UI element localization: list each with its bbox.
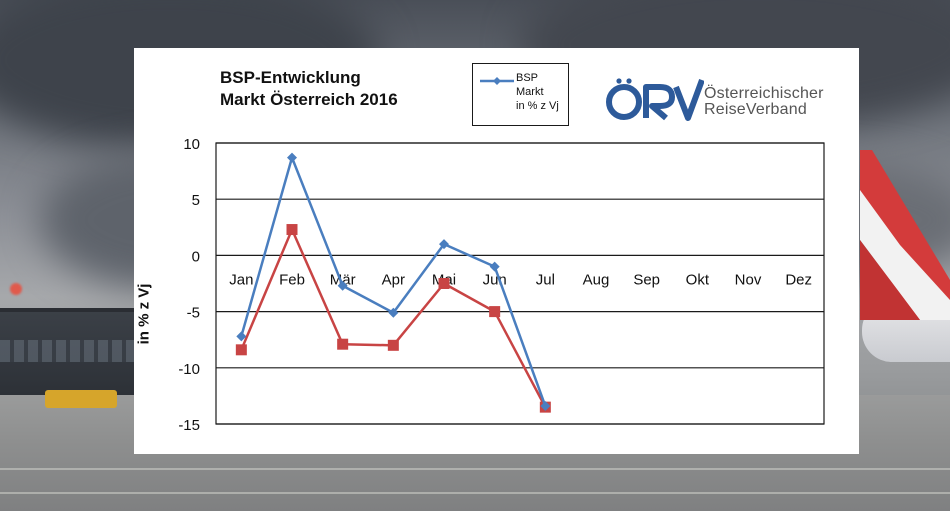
x-tick-label: Apr xyxy=(382,271,405,288)
legend-swatch-line xyxy=(480,77,514,85)
legend: BSP Markt in % z Vj xyxy=(472,63,569,126)
legend-line-3: in % z Vj xyxy=(516,100,559,112)
y-tick-label: 10 xyxy=(183,136,200,153)
data-point-diamond xyxy=(540,401,551,412)
y-tick-label: 0 xyxy=(192,248,200,265)
logo-line-2: ReiseVerband xyxy=(704,101,807,118)
x-tick-label: Okt xyxy=(686,271,710,288)
x-tick-label: Jan xyxy=(229,271,253,288)
data-point-square xyxy=(489,306,501,318)
y-tick-label: -15 xyxy=(178,417,200,434)
legend-label: BSP Markt in % z Vj xyxy=(516,71,559,113)
x-tick-label: Aug xyxy=(583,271,610,288)
chart-panel: BSP-Entwicklung Markt Österreich 2016 BS… xyxy=(134,48,859,454)
chart-subtitle: Markt Österreich 2016 xyxy=(220,90,398,109)
x-tick-label: Feb xyxy=(279,271,305,288)
y-tick-label: -10 xyxy=(178,361,200,378)
data-point-square xyxy=(286,224,298,236)
x-tick-label: Mär xyxy=(330,271,356,288)
x-tick-label: Jun xyxy=(483,271,507,288)
data-point-square xyxy=(438,278,450,289)
chart-title: BSP-Entwicklung Markt Österreich 2016 xyxy=(220,67,398,111)
legend-line-2: Markt xyxy=(516,86,544,98)
airplane-tail xyxy=(860,150,950,320)
series-line xyxy=(240,228,547,408)
oerv-logo-icon xyxy=(606,78,704,121)
y-tick-label: -5 xyxy=(187,305,200,322)
chart-title-line1: BSP-Entwicklung xyxy=(220,68,361,87)
data-point-diamond xyxy=(337,280,348,291)
data-point-diamond xyxy=(236,331,247,342)
x-tick-label: Dez xyxy=(785,271,812,288)
data-point-square xyxy=(337,338,349,350)
data-point-diamond xyxy=(489,261,500,272)
legend-line-1: BSP xyxy=(516,72,539,84)
logo-line-1: Österreichischer xyxy=(704,85,824,102)
x-tick-label: Jul xyxy=(536,271,555,288)
line-chart: 1050-5-10-15JanFebMärAprMaiJunJulAugSepO… xyxy=(178,136,825,434)
data-point-square xyxy=(387,339,399,351)
plot-frame xyxy=(215,142,825,425)
data-point-diamond xyxy=(439,239,449,250)
y-tick-label: 5 xyxy=(192,192,200,209)
data-point-diamond xyxy=(388,307,399,318)
x-tick-label: Sep xyxy=(633,271,660,288)
data-point-square xyxy=(235,344,247,356)
data-point-diamond xyxy=(287,152,297,163)
logo-wordmark: Österreichischer ReiseVerband xyxy=(704,86,824,118)
x-tick-label: Nov xyxy=(735,271,762,288)
airport-vehicle xyxy=(45,390,117,408)
